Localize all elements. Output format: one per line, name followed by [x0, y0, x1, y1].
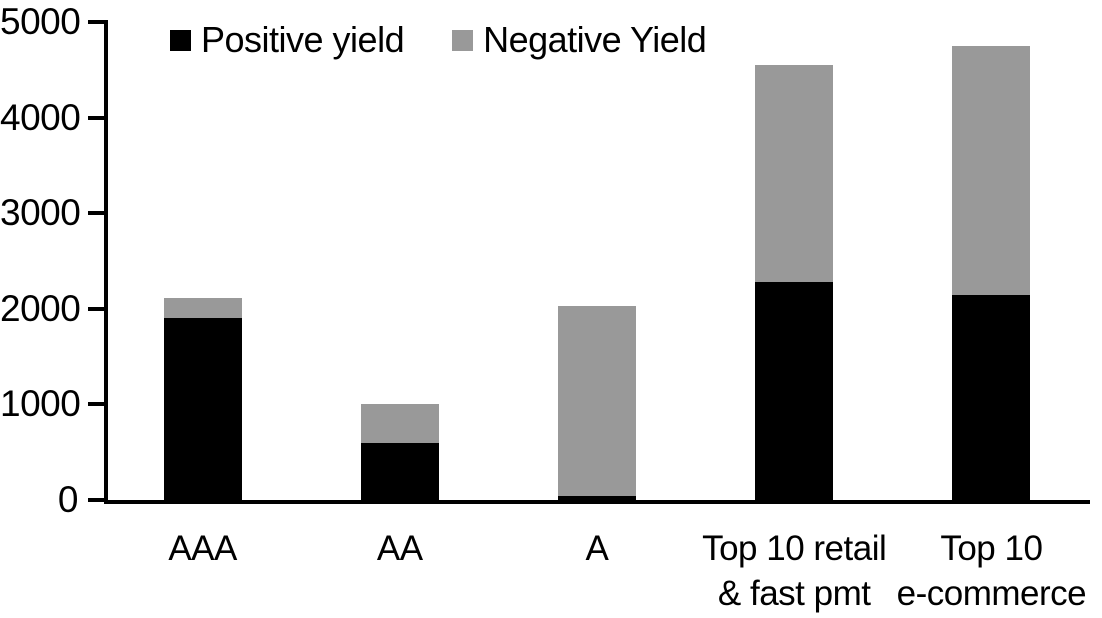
- legend: Positive yield Negative Yield: [170, 19, 707, 60]
- y-tick-label: 0: [57, 479, 79, 520]
- bar-segment-positive-yield-top-10: [952, 295, 1031, 500]
- bar-segment-positive-yield-top-10-retail: [755, 282, 834, 500]
- x-tick-label: AA: [376, 529, 423, 568]
- bar-segment-negative-yield-top-10: [952, 45, 1031, 296]
- legend-label: Negative Yield: [483, 19, 707, 60]
- x-tick-label: AAA: [168, 529, 237, 568]
- x-axis-line: [104, 500, 1090, 504]
- y-axis-line: [104, 20, 108, 504]
- bar-segment-negative-yield-aa: [360, 404, 439, 443]
- y-tick-mark: [88, 115, 104, 120]
- y-tick-mark: [88, 306, 104, 311]
- y-tick-label: 3000: [0, 192, 81, 234]
- legend-swatch-icon: [170, 29, 191, 51]
- bar-segment-negative-yield-aaa: [163, 298, 242, 319]
- legend-item-positive-yield: Positive yield: [170, 19, 405, 60]
- y-tick-label: 2000: [0, 287, 81, 329]
- x-tick-label: Top 10 e-commerce: [896, 529, 1087, 613]
- y-tick-mark: [88, 498, 104, 502]
- legend-item-negative-yield: Negative Yield: [452, 19, 707, 60]
- bar-segment-positive-yield-a: [558, 496, 636, 500]
- y-tick-mark: [88, 211, 104, 216]
- bar-segment-negative-yield-a: [558, 305, 636, 497]
- y-tick-label: 1000: [0, 383, 81, 425]
- bar-segment-positive-yield-aaa: [163, 318, 242, 500]
- legend-label: Positive yield: [201, 19, 405, 60]
- bar-segment-positive-yield-aa: [360, 442, 439, 500]
- x-tick-label: A: [585, 529, 609, 568]
- y-tick-label: 5000: [0, 1, 81, 42]
- y-tick-mark: [88, 20, 104, 24]
- y-tick-mark: [88, 402, 104, 407]
- legend-swatch-icon: [452, 29, 474, 51]
- y-tick-label: 4000: [0, 96, 81, 138]
- x-tick-label: Top 10 retail & fast pmt: [702, 529, 887, 613]
- bar-segment-negative-yield-top-10-retail: [755, 65, 834, 283]
